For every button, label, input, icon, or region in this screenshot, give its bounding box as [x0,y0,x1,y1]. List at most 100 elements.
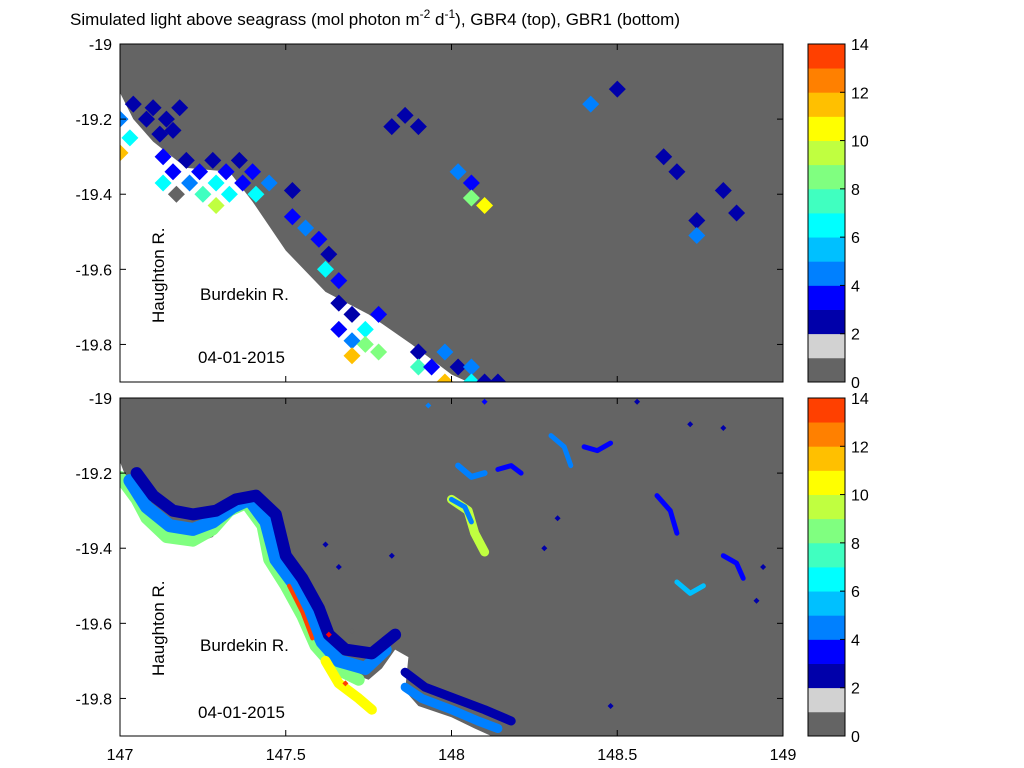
bottom-date-label: 04-01-2015 [198,703,285,722]
light-cell-3 [124,95,142,113]
colorbar-segment [808,494,845,520]
colorbar-tick-label: 10 [851,488,869,505]
colorbar-tick-label: 4 [851,278,860,295]
y-tick-label: -19.2 [76,112,113,129]
light-cell-38 [330,320,348,338]
light-band-11 [548,433,574,469]
bottom-burdekin-label: Burdekin R. [200,636,289,655]
light-cell-44 [409,343,427,361]
colorbar-segment [808,357,845,383]
light-cell-14 [204,151,222,169]
light-cell-41 [356,335,374,353]
colorbar-segment [808,711,845,737]
light-cell-67 [714,182,732,199]
colorbar-segment [808,639,845,664]
light-cell-34 [330,272,348,290]
light-cell-63 [655,148,673,166]
light-cell-28 [283,182,301,199]
light-cell-56 [462,189,480,207]
x-tick-label: 147.5 [266,747,306,764]
light-cell-4 [138,110,155,128]
light-band-2 [130,467,402,660]
colorbar-tick-label: 14 [851,391,869,408]
x-tick-label: 149 [770,747,797,764]
x-tick-label: 148.5 [597,747,637,764]
colorbar-tick-label: 0 [851,729,860,746]
light-cell-13 [191,163,209,181]
light-band-10 [495,463,524,476]
title-part-pre: Simulated light above seagrass (mol phot… [70,10,420,29]
light-cell-1 [481,398,488,405]
light-cell-6 [720,425,727,431]
y-tick-label: -19.4 [76,187,113,204]
colorbar-segment [808,518,845,544]
light-cell-17 [244,163,262,181]
light-cell-18 [154,174,172,192]
light-cell-31 [310,230,328,248]
light-band-12 [581,440,614,454]
light-cell-9 [151,125,169,143]
light-cell-2 [325,631,332,638]
light-cell-1 [121,129,139,147]
bottom-haughton-label: Haughton R. [149,581,168,676]
light-cell-10 [541,545,548,552]
colorbar-segment [808,663,845,689]
light-band-14 [674,579,706,596]
bottom-colorbar: 0 2 4 6 8 10 12 14 [807,391,869,746]
colorbar-segment [808,542,845,568]
colorbar-tick-label: 10 [851,134,869,151]
top-map-land [120,92,469,382]
light-cell-27 [260,174,278,192]
light-cell-54 [449,163,467,181]
light-cell-42 [343,347,361,365]
colorbar-segment [808,92,845,117]
colorbar-tick-label: 14 [851,37,869,54]
light-cell-43 [370,343,388,361]
title-part-post: ), GBR4 (top), GBR1 (bottom) [455,10,680,29]
light-band-1 [123,474,392,675]
light-cell-61 [582,95,600,113]
title-sup-2: -1 [445,7,456,21]
light-cell-12 [177,151,195,169]
light-cell-68 [728,204,746,222]
light-cell-11 [554,515,561,522]
top-y-axis: -19 -19.2 -19.4 -19.6 -19.8 [76,37,783,354]
light-cell-22 [207,174,225,192]
bottom-map-cells [322,398,767,709]
colorbar-tick-label: 8 [851,536,860,553]
colorbar-segment [808,567,845,592]
y-tick-label: -19.2 [76,466,113,483]
bottom-map-shoreline-bands [120,433,746,733]
bottom-y-axis: -19 -19.2 -19.4 -19.6 -19.8 [76,391,783,708]
colorbar-tick-label: 0 [851,375,860,392]
light-cell-66 [688,227,706,244]
light-cell-15 [349,627,355,634]
light-cell-62 [608,80,626,98]
light-cell-5 [144,99,162,117]
top-haughton-label: Haughton R. [149,228,168,323]
colorbar-tick-label: 6 [851,584,860,601]
light-cell-45 [409,358,427,376]
bottom-map-land [120,461,492,736]
colorbar-tick-label: 8 [851,182,860,199]
light-cell-29 [283,208,301,226]
axes-frame [119,43,784,383]
light-band-4 [400,667,516,726]
colorbar-tick-label: 4 [851,632,860,649]
light-cell-4 [634,398,641,405]
top-colorbar: 0 2 4 6 8 10 12 14 [807,37,869,392]
light-cell-10 [154,148,172,166]
light-cell-50 [462,358,480,376]
light-cell-51 [462,373,480,382]
title-part-mid: d [430,10,444,29]
light-cell-60 [409,118,427,136]
x-tick-label: 148 [438,747,465,764]
light-cell-35 [330,294,348,312]
light-cell-8 [164,121,182,139]
light-cell-19 [167,185,185,203]
light-cell-24 [220,185,238,203]
y-tick-label: -19.4 [76,541,113,558]
light-cell-0 [425,402,432,409]
light-cell-55 [462,174,480,192]
colorbar-segment [808,164,845,190]
